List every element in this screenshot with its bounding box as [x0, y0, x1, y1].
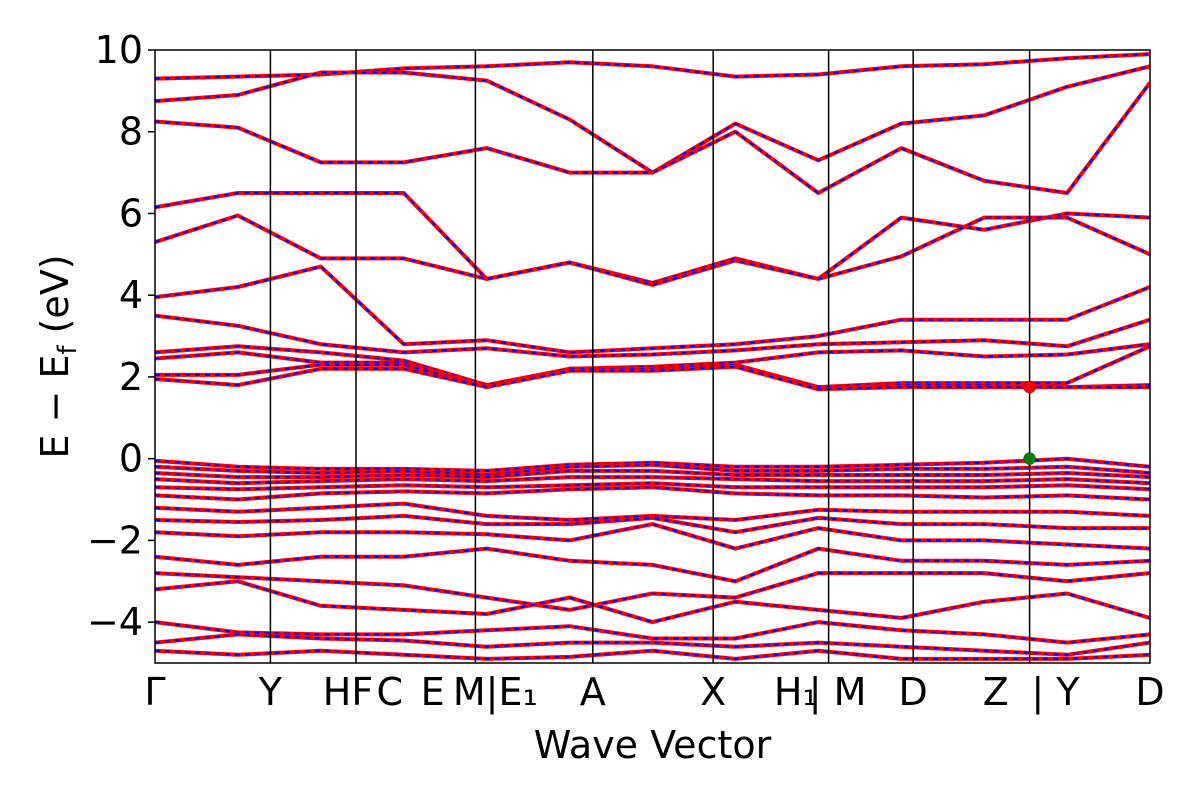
band-19-solid — [155, 522, 1150, 551]
band-3-solid — [155, 191, 1150, 285]
y-tick-label: 10 — [95, 28, 143, 72]
y-tick-label: 6 — [119, 191, 143, 235]
band-20-dashed — [155, 547, 1150, 583]
band-6-dashed — [155, 314, 1150, 358]
kpoint-label: Γ — [144, 670, 165, 714]
x-axis-title: Wave Vector — [534, 723, 772, 767]
kpoint-label: C — [377, 670, 404, 714]
band-16-solid — [155, 485, 1150, 502]
band-7-solid — [155, 342, 1150, 388]
band-21-dashed — [155, 572, 1150, 611]
band-25-dashed — [155, 649, 1150, 660]
y-axis-ticks: −4 −2 0 2 4 6 8 10 — [87, 28, 155, 644]
band-18-dashed — [155, 514, 1150, 534]
band-13-solid — [155, 468, 1150, 480]
y-tick-label: 8 — [119, 110, 143, 154]
kpoint-label: M|E₁ — [453, 670, 538, 715]
y-axis-title-main: E − E — [33, 355, 77, 459]
band-19-dashed — [155, 523, 1150, 550]
band-21-solid — [155, 571, 1150, 612]
kpoint-label: | Y — [1031, 670, 1080, 715]
kpoint-label: Z — [983, 670, 1009, 714]
y-axis-title: E − Ef (eV) — [33, 254, 83, 458]
kpoint-label: D — [899, 670, 928, 714]
band-2-dashed — [155, 82, 1150, 195]
vbm-point — [1023, 452, 1037, 466]
kpoint-label: Y — [258, 670, 283, 714]
kpoint-label: H₁ — [774, 670, 818, 714]
band-23-dashed — [155, 621, 1150, 644]
y-tick-label: −2 — [87, 518, 143, 562]
x-axis-tick-labels: Γ Y HF C E M|E₁ A X H₁| M D Z | Y D — [144, 670, 1164, 715]
band-22-dashed — [155, 580, 1150, 624]
kpoint-label: | M — [809, 670, 867, 715]
y-tick-label: −4 — [87, 600, 143, 644]
band-7-dashed — [155, 343, 1150, 387]
band-11-solid — [155, 456, 1150, 473]
band-24-dashed — [155, 633, 1150, 656]
band-0-dashed — [155, 53, 1150, 80]
band-2-solid — [155, 81, 1150, 195]
band-edge-points — [1023, 380, 1037, 466]
kpoint-label: E — [421, 670, 445, 714]
band-14-solid — [155, 475, 1150, 486]
band-5-dashed — [155, 265, 1150, 354]
kpoint-label: A — [580, 670, 606, 714]
kpoint-label: D — [1135, 670, 1164, 714]
band-10-dashed — [155, 365, 1150, 391]
y-axis-title-subscript: f — [53, 345, 83, 355]
y-tick-label: 0 — [119, 437, 143, 481]
band-12-dashed — [155, 463, 1150, 477]
y-tick-label: 2 — [119, 355, 143, 399]
band-lines — [155, 52, 1150, 661]
band-15-solid — [155, 481, 1150, 492]
y-tick-label: 4 — [119, 273, 143, 317]
kpoint-lines — [269, 50, 1031, 663]
cbm-point — [1023, 380, 1037, 394]
kpoint-label: X — [700, 670, 726, 714]
plot-frame — [154, 49, 1151, 664]
band-17-dashed — [155, 502, 1150, 522]
y-axis-title-unit: (eV) — [33, 254, 77, 345]
kpoint-label: HF — [323, 670, 373, 714]
band-4-dashed — [155, 214, 1150, 287]
